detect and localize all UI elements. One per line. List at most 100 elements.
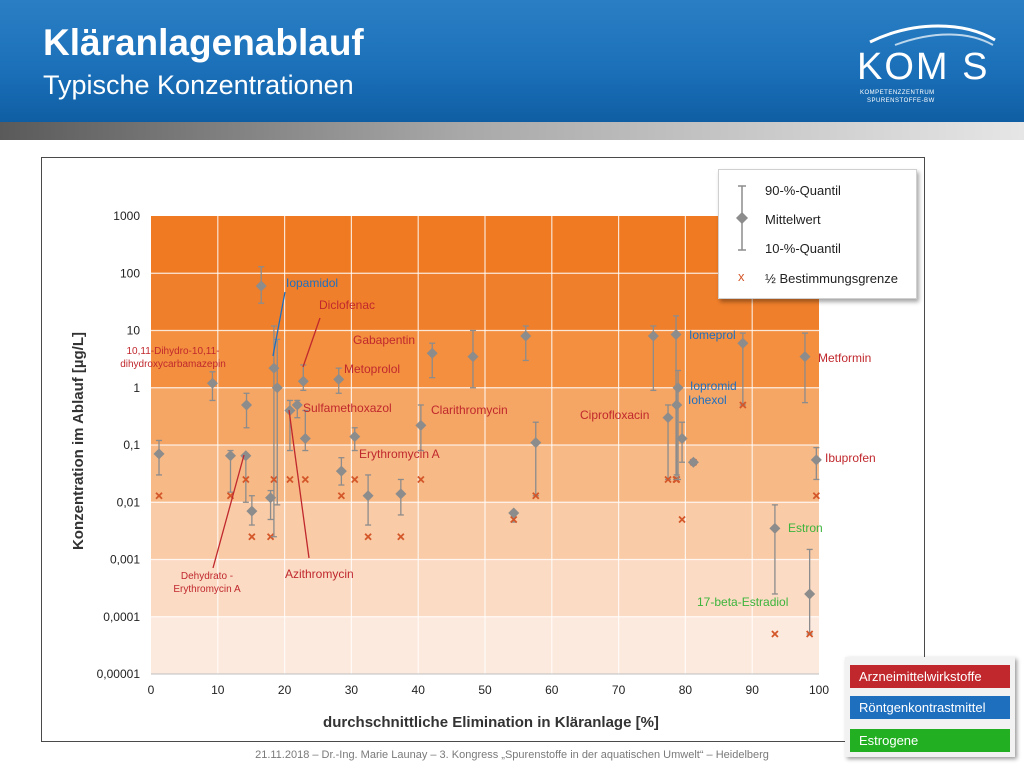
legend-limit-symbol: x [738, 269, 745, 284]
komms-logo: KOM S KOMPETENZZENTRUM SPURENSTOFFE-BW [855, 20, 1005, 110]
x-tick-label: 0 [148, 683, 155, 697]
annotation-label: Erythromycin A [359, 447, 440, 461]
mean-marker [335, 465, 347, 477]
annotation-label: 17-beta-Estradiol [697, 595, 788, 609]
half-limit-marker [155, 492, 163, 500]
annotation-leader-line [288, 409, 310, 559]
logo-subtext-1: KOMPETENZZENTRUM [860, 90, 935, 96]
mean-marker [672, 382, 684, 394]
half-limit-marker [270, 475, 278, 484]
x-tick-label: 70 [612, 683, 626, 697]
mean-marker [426, 347, 438, 359]
half-limit-marker [771, 630, 779, 638]
annotation-label: Diclofenac [319, 298, 375, 312]
x-axis-title: durchschnittliche Elimination in Kläranl… [323, 714, 659, 731]
half-limit-marker [397, 533, 405, 541]
half-limit-marker [812, 492, 820, 500]
logo-text: KOM S [857, 46, 990, 88]
half-limit-marker [301, 475, 309, 484]
mean-marker [224, 450, 236, 462]
chart-legend: 90-%-Quantil Mittelwert 10-%-Quantil x ½… [718, 169, 917, 299]
mean-marker [255, 280, 267, 292]
annotation-label: Metformin [818, 351, 871, 365]
mean-marker [415, 419, 427, 431]
slide-title: Kläranlagenablauf [43, 22, 364, 63]
mean-marker [299, 432, 311, 444]
annotation-label: Estron [788, 521, 823, 535]
mean-marker [737, 337, 749, 349]
slide-header: Kläranlagenablauf Typische Konzentration… [0, 0, 1024, 122]
half-limit-marker [510, 515, 518, 524]
mean-marker [349, 431, 361, 443]
annotation-label: Ibuprofen [825, 451, 876, 465]
y-tick-label: 100 [120, 266, 140, 280]
half-limit-marker [248, 533, 256, 541]
y-tick-label: 0,001 [110, 553, 140, 567]
x-tick-label: 60 [545, 683, 559, 697]
legend-q90-label: 90-%-Quantil [765, 183, 841, 198]
half-limit-marker [351, 475, 359, 484]
x-tick-label: 10 [211, 683, 225, 697]
annotation-label: Iomeprol [689, 328, 736, 342]
mean-marker [670, 329, 682, 341]
mean-marker [271, 382, 283, 394]
annotation-label: Iohexol [688, 393, 727, 407]
y-tick-label: 0,01 [117, 495, 141, 509]
mean-marker [291, 399, 303, 411]
mean-marker [647, 330, 659, 342]
x-tick-label: 50 [478, 683, 492, 697]
half-limit-marker [242, 475, 250, 484]
annotation-leader-line [302, 317, 321, 368]
mean-marker [520, 330, 532, 342]
half-limit-marker [532, 492, 540, 500]
category-legend: Arzneimittelwirkstoffe Röntgenkontrastmi… [845, 657, 1015, 757]
mean-marker [508, 507, 520, 519]
legend-mean-label: Mittelwert [765, 212, 821, 227]
header-gradient-bar [0, 122, 1024, 140]
annotation-label: Sulfamethoxazol [303, 401, 392, 415]
category-pharma: Arzneimittelwirkstoffe [850, 665, 1010, 688]
y-tick-label: 0,00001 [97, 667, 141, 681]
annotation-label: Iopamidol [286, 276, 338, 290]
annotation-label: Metoprolol [344, 362, 400, 376]
mean-marker [810, 454, 822, 466]
legend-limit-label: ½ Bestimmungsgrenze [765, 271, 898, 286]
category-estrogen: Estrogene [850, 729, 1010, 752]
half-limit-marker [364, 533, 372, 541]
x-tick-label: 100 [809, 683, 829, 697]
y-tick-label: 1000 [113, 209, 140, 223]
mean-marker [153, 448, 165, 460]
category-contrast: Röntgenkontrastmittel [850, 696, 1010, 719]
annotation-label: Clarithromycin [431, 403, 508, 417]
annotation-label: Ciprofloxacin [580, 408, 649, 422]
annotation-leader-line [272, 291, 286, 357]
slide-subtitle: Typische Konzentrationen [43, 70, 354, 100]
y-tick-label: 1 [133, 381, 140, 395]
annotation-label: Dehydrato - [181, 571, 233, 582]
mean-marker [676, 432, 688, 444]
x-tick-label: 80 [679, 683, 693, 697]
y-tick-label: 0,0001 [103, 610, 140, 624]
legend-errorbar-icon [736, 185, 748, 251]
x-tick-label: 20 [278, 683, 292, 697]
annotation-label: Iopromid [690, 379, 737, 393]
mean-marker [530, 437, 542, 449]
x-tick-label: 90 [746, 683, 760, 697]
y-tick-label: 10 [127, 324, 141, 338]
mean-marker [333, 373, 345, 385]
annotation-label: Gabapentin [353, 333, 415, 347]
mean-marker [297, 375, 309, 387]
legend-q10-label: 10-%-Quantil [765, 241, 841, 256]
mean-marker [284, 405, 296, 417]
annotation-leader-line [212, 454, 245, 569]
mean-marker [687, 456, 699, 468]
mean-marker [804, 588, 816, 600]
half-limit-marker [417, 475, 425, 484]
half-limit-marker [266, 533, 275, 541]
half-limit-marker [678, 515, 686, 524]
half-limit-marker [806, 630, 814, 638]
mean-marker [362, 490, 374, 502]
half-limit-marker [286, 475, 294, 484]
annotation-label: 10,11-Dihydro-10,11- [126, 346, 219, 357]
